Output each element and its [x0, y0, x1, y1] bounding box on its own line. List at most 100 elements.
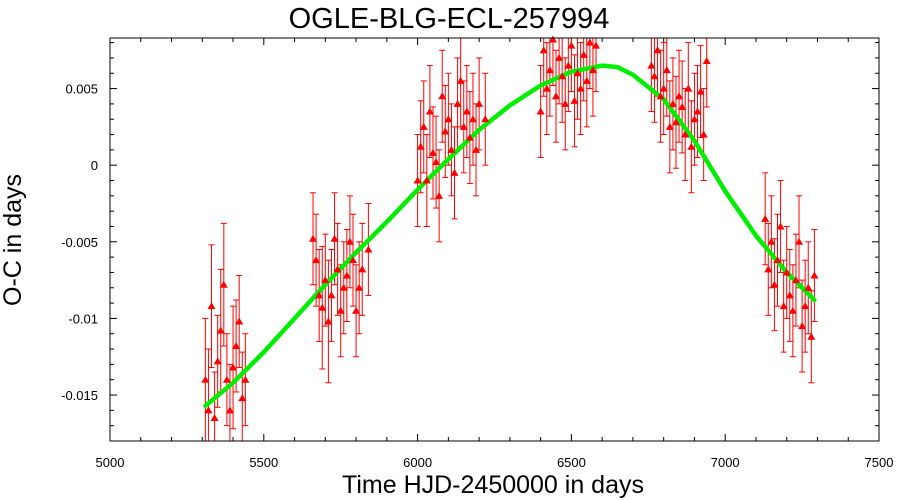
data-point [684, 84, 693, 92]
data-point [219, 280, 228, 288]
data-point [435, 191, 444, 199]
data-point [659, 84, 668, 92]
data-point [413, 176, 422, 184]
data-point [795, 237, 804, 245]
y-tick-label: -0.01 [68, 311, 98, 326]
data-point [555, 53, 564, 61]
data-point [358, 265, 367, 273]
data-point [791, 276, 800, 284]
data-point [539, 46, 548, 54]
data-point [647, 61, 656, 69]
data-point [656, 92, 665, 100]
data-point [456, 76, 465, 84]
data-point [761, 214, 770, 222]
y-tick-label: 0 [91, 158, 98, 173]
fit-curve [203, 63, 817, 409]
data-point [222, 375, 231, 383]
data-point [773, 256, 782, 264]
data-point [782, 268, 791, 276]
y-axis-title: O-C in days [0, 174, 27, 306]
data-point [776, 222, 785, 230]
data-point [345, 237, 354, 245]
data-point [779, 302, 788, 310]
data-point [696, 87, 705, 95]
x-axis-title: Time HJD-2450000 in days [342, 471, 644, 499]
data-point [585, 38, 594, 46]
data-point [438, 92, 447, 100]
data-point [419, 122, 428, 130]
x-tick-label: 7000 [711, 455, 740, 470]
data-point [210, 414, 219, 422]
data-point [428, 148, 437, 156]
data-point [582, 76, 591, 84]
data-point [675, 92, 684, 100]
data-point [342, 271, 351, 279]
data-point [238, 394, 247, 402]
data-point [472, 145, 481, 153]
data-point [450, 168, 459, 176]
x-tick-label: 5500 [249, 455, 278, 470]
data-point [201, 375, 210, 383]
data-point [462, 107, 471, 115]
data-point [810, 271, 819, 279]
data-point [324, 317, 333, 325]
data-point [481, 115, 490, 123]
data-point [229, 363, 238, 371]
data-point [339, 283, 348, 291]
data-point [213, 357, 222, 365]
data-point [465, 133, 474, 141]
data-point [687, 142, 696, 150]
y-tick-label: -0.015 [61, 388, 98, 403]
data-point [235, 317, 244, 325]
data-point [321, 276, 330, 284]
data-point [207, 302, 216, 310]
data-point [678, 102, 687, 110]
data-point [444, 115, 453, 123]
data-point [475, 99, 484, 107]
data-point [327, 291, 336, 299]
data-point [570, 96, 579, 104]
data-point [558, 72, 567, 80]
data-point [309, 234, 318, 242]
data-point [232, 341, 241, 349]
data-point [352, 306, 361, 314]
data-point [693, 107, 702, 115]
y-tick-label: 0.005 [65, 82, 98, 97]
data-point [416, 142, 425, 150]
data-point [767, 237, 776, 245]
data-point [699, 130, 708, 138]
plot-frame [109, 37, 880, 442]
error-bars [202, 38, 818, 441]
data-point [548, 35, 557, 43]
data-point [801, 302, 810, 310]
data-point [690, 115, 699, 123]
data-point [804, 283, 813, 291]
fit-curve-layer [203, 63, 817, 409]
x-tick-label: 7500 [865, 455, 894, 470]
data-point [662, 66, 671, 74]
data-point [671, 118, 680, 126]
data-point [785, 291, 794, 299]
data-point [241, 375, 250, 383]
data-point [336, 306, 345, 314]
data-point [788, 306, 797, 314]
data-point [576, 84, 585, 92]
data-point [807, 332, 816, 340]
data-point [447, 145, 456, 153]
data-point [453, 99, 462, 107]
data-point [432, 158, 441, 166]
data-point [561, 99, 570, 107]
data-point [333, 265, 342, 273]
data-point [592, 41, 601, 49]
data-point [545, 66, 554, 74]
x-tick-label: 6000 [403, 455, 432, 470]
x-tick-label: 5000 [96, 455, 125, 470]
data-point [425, 107, 434, 115]
x-tick-label: 6500 [557, 455, 586, 470]
data-point [315, 291, 324, 299]
data-point [564, 61, 573, 69]
data-point [668, 99, 677, 107]
data-point [681, 130, 690, 138]
data-point [798, 322, 807, 330]
